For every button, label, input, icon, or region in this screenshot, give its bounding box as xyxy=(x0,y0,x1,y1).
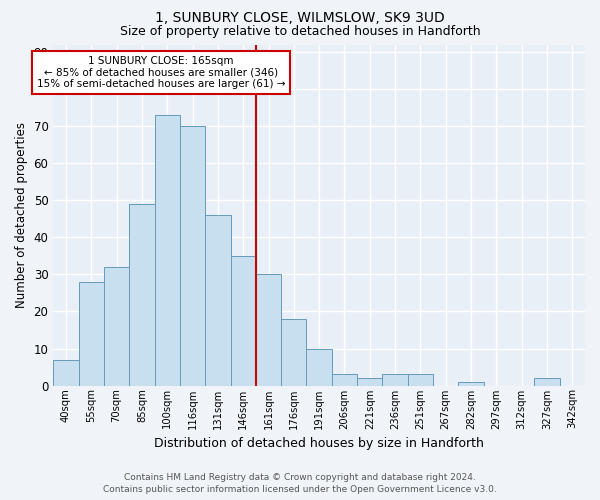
Bar xyxy=(382,374,408,386)
Bar xyxy=(256,274,281,386)
Text: 1 SUNBURY CLOSE: 165sqm
← 85% of detached houses are smaller (346)
15% of semi-d: 1 SUNBURY CLOSE: 165sqm ← 85% of detache… xyxy=(37,56,285,90)
Bar xyxy=(53,360,79,386)
Bar xyxy=(281,319,307,386)
Bar xyxy=(180,126,205,386)
Bar xyxy=(205,216,230,386)
Bar xyxy=(408,374,433,386)
Bar xyxy=(230,256,256,386)
Bar xyxy=(104,267,129,386)
Text: 1, SUNBURY CLOSE, WILMSLOW, SK9 3UD: 1, SUNBURY CLOSE, WILMSLOW, SK9 3UD xyxy=(155,11,445,25)
Text: Size of property relative to detached houses in Handforth: Size of property relative to detached ho… xyxy=(119,25,481,38)
Bar xyxy=(458,382,484,386)
Bar xyxy=(535,378,560,386)
Text: Contains HM Land Registry data © Crown copyright and database right 2024.
Contai: Contains HM Land Registry data © Crown c… xyxy=(103,472,497,494)
X-axis label: Distribution of detached houses by size in Handforth: Distribution of detached houses by size … xyxy=(154,437,484,450)
Bar xyxy=(332,374,357,386)
Bar xyxy=(307,348,332,386)
Bar xyxy=(129,204,155,386)
Y-axis label: Number of detached properties: Number of detached properties xyxy=(15,122,28,308)
Bar xyxy=(155,116,180,386)
Bar xyxy=(357,378,382,386)
Bar xyxy=(79,282,104,386)
